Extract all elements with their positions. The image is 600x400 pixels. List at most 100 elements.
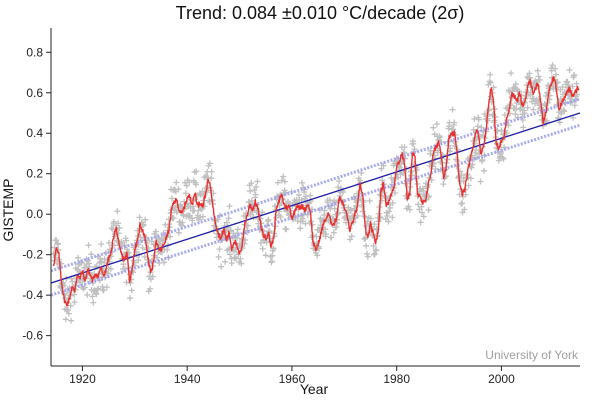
data-point xyxy=(186,179,193,186)
data-point xyxy=(247,188,254,195)
data-point xyxy=(140,222,147,229)
data-point xyxy=(387,204,394,211)
data-point xyxy=(228,260,235,267)
data-point xyxy=(573,80,580,87)
data-point xyxy=(379,177,386,184)
data-point xyxy=(162,221,169,228)
data-point xyxy=(330,229,337,236)
data-point xyxy=(471,140,478,147)
data-point xyxy=(77,279,84,286)
data-point xyxy=(199,213,206,220)
y-tick-label: -0.6 xyxy=(22,329,43,343)
data-point xyxy=(322,231,329,238)
data-point xyxy=(164,246,171,253)
y-tick-label: -0.4 xyxy=(22,288,43,302)
data-point xyxy=(376,191,383,198)
data-point xyxy=(120,261,127,268)
data-point xyxy=(508,70,515,77)
data-point xyxy=(524,104,531,111)
data-point xyxy=(93,291,100,298)
data-point xyxy=(513,105,520,112)
data-point xyxy=(103,284,110,291)
data-point xyxy=(425,207,432,214)
data-point xyxy=(499,154,506,161)
data-point xyxy=(218,263,225,270)
data-point xyxy=(84,291,91,298)
data-point xyxy=(487,71,494,78)
data-point xyxy=(139,244,146,251)
data-point xyxy=(128,287,135,294)
data-point xyxy=(420,213,427,220)
data-point xyxy=(461,206,468,213)
data-point xyxy=(530,106,537,113)
running-mean-line xyxy=(52,76,580,307)
data-point xyxy=(477,178,484,185)
data-point xyxy=(536,76,543,83)
data-point xyxy=(331,205,338,212)
y-axis-ticks: -0.6 -0.4 -0.2 0.0 0.2 0.4 0.6 0.8 xyxy=(22,45,51,343)
data-point xyxy=(71,291,78,298)
data-point xyxy=(254,178,261,185)
data-point xyxy=(380,162,387,169)
data-point xyxy=(67,302,74,309)
data-point xyxy=(248,197,255,204)
data-point xyxy=(85,242,92,249)
data-point xyxy=(339,189,346,196)
data-point xyxy=(495,157,502,164)
data-point xyxy=(413,166,420,173)
data-point xyxy=(208,168,215,175)
data-point xyxy=(468,164,475,171)
data-point xyxy=(281,178,288,185)
data-point xyxy=(100,287,107,294)
data-point xyxy=(106,239,113,246)
y-tick-label: -0.2 xyxy=(22,248,43,262)
data-point xyxy=(359,208,366,215)
data-point xyxy=(298,179,305,186)
data-point xyxy=(394,174,401,181)
x-tick-label: 1960 xyxy=(279,372,306,386)
data-point xyxy=(262,252,269,259)
data-point xyxy=(500,155,507,162)
confidence-band-upper-line xyxy=(50,97,581,273)
monthly-anomaly-points xyxy=(50,62,580,324)
confidence-band-lower-line xyxy=(50,123,581,297)
x-tick-label: 1980 xyxy=(383,372,410,386)
data-point xyxy=(346,236,353,243)
data-point xyxy=(422,191,429,198)
data-point xyxy=(167,233,174,240)
y-tick-label: 0.8 xyxy=(26,45,43,59)
data-point xyxy=(389,200,396,207)
x-axis-title: Year xyxy=(300,381,329,397)
data-point xyxy=(65,307,72,314)
data-point xyxy=(110,218,117,225)
data-point xyxy=(170,215,177,222)
data-point xyxy=(225,215,232,222)
data-point xyxy=(512,81,519,88)
data-point xyxy=(227,227,234,234)
data-point xyxy=(175,186,182,193)
data-point xyxy=(328,234,335,241)
data-point xyxy=(386,208,393,215)
data-point xyxy=(173,179,180,186)
y-tick-label: 0.0 xyxy=(26,207,43,221)
trend-line-group xyxy=(50,112,581,284)
data-point xyxy=(501,144,508,151)
data-point xyxy=(185,213,192,220)
data-point xyxy=(97,258,104,265)
data-point xyxy=(371,221,378,228)
data-point xyxy=(182,190,189,197)
x-tick-label: 1920 xyxy=(69,372,96,386)
data-point xyxy=(418,209,425,216)
data-point xyxy=(257,239,264,246)
data-point xyxy=(559,84,566,91)
data-point xyxy=(521,110,528,117)
data-point xyxy=(154,254,161,261)
data-point xyxy=(183,182,190,189)
data-point xyxy=(147,285,154,292)
data-point xyxy=(278,177,285,184)
data-point xyxy=(535,96,542,103)
data-point xyxy=(206,160,213,167)
data-point xyxy=(415,201,422,208)
data-point xyxy=(543,117,550,124)
data-point xyxy=(427,147,434,154)
